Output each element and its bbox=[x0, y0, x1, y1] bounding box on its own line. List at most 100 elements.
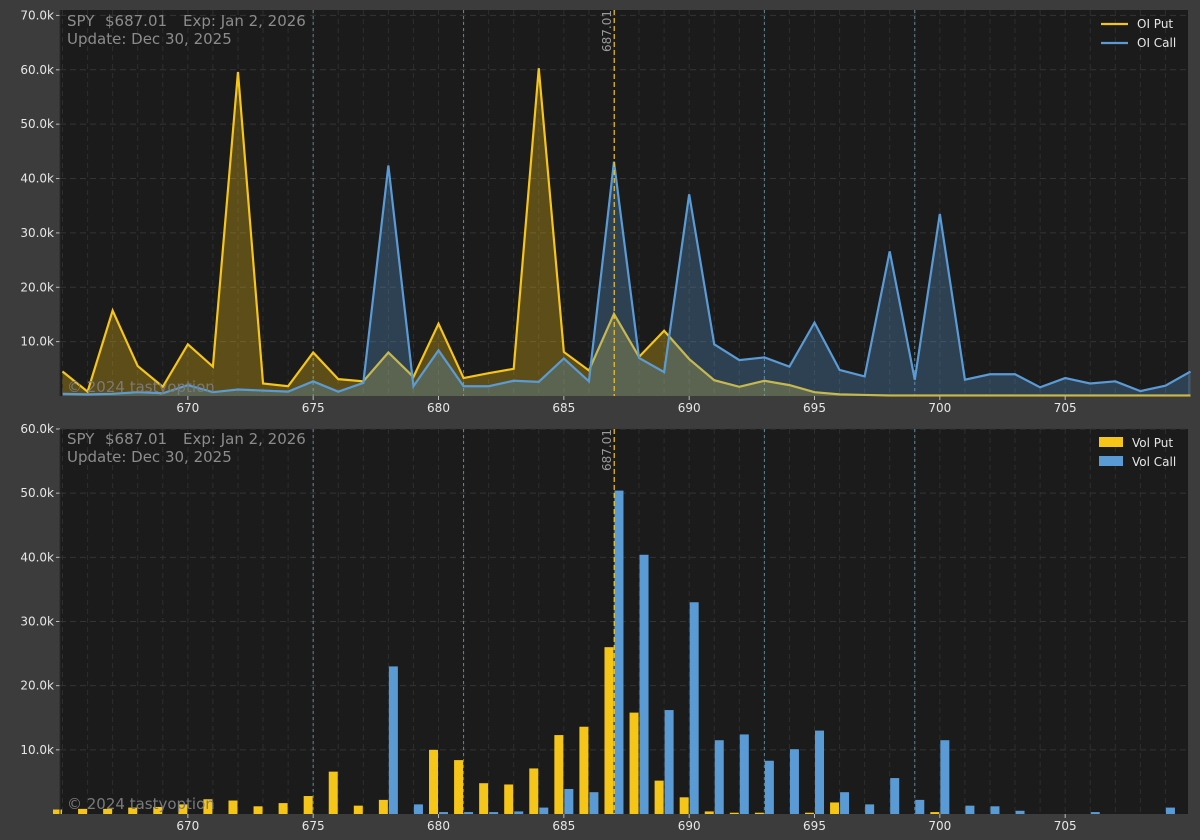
oi-spot-line: 687.01 bbox=[600, 10, 615, 396]
vol-series-layer bbox=[53, 490, 1175, 814]
vol-put-bar bbox=[579, 726, 589, 814]
vol-put-bar bbox=[654, 780, 664, 814]
vol-put-bar bbox=[504, 784, 514, 814]
oi-y-tick-label: 10.0k bbox=[20, 335, 54, 349]
vol-call-bar bbox=[1090, 812, 1100, 814]
vol-put-bar bbox=[153, 806, 163, 814]
vol-put-bar bbox=[754, 812, 764, 814]
vol-put-bar bbox=[704, 811, 714, 814]
vol-put-bar bbox=[805, 812, 815, 814]
vol-call-bar bbox=[413, 804, 423, 814]
vol-put-bar bbox=[353, 805, 363, 814]
vol-put-bar bbox=[128, 807, 138, 814]
vol-y-axis: 10.0k 20.0k 30.0k 40.0k 50.0k 60.0k bbox=[20, 422, 61, 814]
oi-x-tick-label: 675 bbox=[302, 401, 325, 415]
vol-call-bar bbox=[464, 812, 474, 814]
vol-put-bar bbox=[328, 771, 338, 814]
vol-call-bar bbox=[764, 760, 774, 814]
vol-put-bar bbox=[378, 799, 388, 814]
vol-x-tick-label: 690 bbox=[678, 819, 701, 833]
vol-x-tick-label: 680 bbox=[427, 819, 450, 833]
vol-y-tick-label: 40.0k bbox=[20, 550, 54, 564]
oi-price: $687.01 bbox=[105, 12, 167, 30]
vol-put-bar bbox=[604, 647, 614, 814]
vol-put-bar bbox=[679, 797, 689, 814]
vol-call-bar bbox=[739, 734, 749, 814]
vol-x-tick-label: 685 bbox=[552, 819, 575, 833]
oi-y-tick-label: 30.0k bbox=[20, 226, 54, 240]
oi-expiration: Exp: Jan 2, 2026 bbox=[183, 12, 306, 30]
vol-put-bar bbox=[830, 802, 840, 814]
oi-x-tick-label: 670 bbox=[176, 401, 199, 415]
vol-price: $687.01 bbox=[105, 430, 167, 448]
vol-call-bar bbox=[1015, 810, 1025, 814]
vol-put-bar bbox=[103, 808, 113, 814]
vol-call-bar bbox=[614, 490, 624, 814]
oi-y-tick-label: 40.0k bbox=[20, 172, 54, 186]
vol-call-bar bbox=[890, 778, 900, 814]
vol-call-bar bbox=[940, 740, 950, 814]
oi-chart-panel: 687.01 10.0k 20.0k 30.0k 40.0k 50.0k 60.0k 70.… bbox=[20, 8, 1192, 415]
oi-x-axis: 670 675 680 685 690 695 700 705 bbox=[176, 396, 1077, 415]
oi-y-tick-label: 20.0k bbox=[20, 280, 54, 294]
vol-put-bar bbox=[253, 806, 263, 814]
vol-ticker: SPY bbox=[67, 430, 95, 448]
oi-series-layer bbox=[61, 68, 1192, 397]
oi-y-axis: 10.0k 20.0k 30.0k 40.0k 50.0k 60.0k 70.0k bbox=[20, 8, 61, 396]
vol-legend-call-label: Vol Call bbox=[1132, 455, 1176, 469]
vol-call-bar bbox=[388, 666, 398, 814]
vol-put-bar bbox=[53, 809, 63, 814]
vol-call-bar bbox=[489, 812, 499, 814]
vol-put-bar bbox=[303, 796, 313, 814]
oi-call-line bbox=[62, 161, 1192, 396]
oi-watermark: © 2024 tastyoption bbox=[67, 378, 215, 396]
vol-put-bar bbox=[178, 804, 188, 814]
vol-spot-line: 687.01 bbox=[600, 429, 615, 814]
vol-legend-put-label: Vol Put bbox=[1132, 436, 1173, 450]
oi-x-tick-label: 700 bbox=[928, 401, 951, 415]
vol-put-bar bbox=[930, 812, 940, 814]
vol-put-bar bbox=[278, 803, 288, 814]
oi-x-tick-label: 680 bbox=[427, 401, 450, 415]
vol-call-bar bbox=[589, 792, 599, 814]
vol-put-bar bbox=[729, 812, 739, 814]
vol-call-bar bbox=[815, 730, 825, 814]
vol-call-bar bbox=[664, 710, 674, 814]
vol-x-tick-label: 700 bbox=[928, 819, 951, 833]
volume-chart-panel: 687.01 10.0k 20.0k 30.0k 40.0k 50.0k 60.0k 67… bbox=[20, 422, 1188, 833]
oi-y-tick-label: 70.0k bbox=[20, 8, 54, 22]
vol-put-bar bbox=[554, 735, 564, 814]
vol-x-tick-label: 695 bbox=[803, 819, 826, 833]
oi-x-tick-label: 705 bbox=[1054, 401, 1077, 415]
oi-call-area bbox=[62, 161, 1191, 396]
oi-x-tick-label: 695 bbox=[803, 401, 826, 415]
oi-update: Update: Dec 30, 2025 bbox=[67, 30, 232, 48]
vol-y-tick-label: 10.0k bbox=[20, 743, 54, 757]
vol-call-bar bbox=[965, 805, 975, 814]
vol-spot-price-label: 687.01 bbox=[600, 429, 614, 471]
vol-expiration: Exp: Jan 2, 2026 bbox=[183, 430, 306, 448]
oi-spot-price-label: 687.01 bbox=[600, 10, 614, 52]
vol-call-bar bbox=[990, 806, 1000, 814]
vol-x-axis: 670 675 680 685 690 695 700 705 bbox=[176, 814, 1077, 833]
oi-marker-lines bbox=[312, 10, 916, 396]
oi-ticker: SPY bbox=[67, 12, 95, 30]
vol-legend-call-swatch bbox=[1099, 456, 1123, 466]
oi-gridlines bbox=[60, 10, 1188, 396]
vol-put-bar bbox=[228, 800, 238, 814]
vol-legend: Vol Put Vol Call bbox=[1099, 436, 1176, 469]
vol-put-bar bbox=[479, 783, 489, 814]
vol-call-bar bbox=[689, 602, 699, 814]
vol-y-tick-label: 20.0k bbox=[20, 679, 54, 693]
vol-x-tick-label: 675 bbox=[302, 819, 325, 833]
vol-legend-put-swatch bbox=[1099, 437, 1123, 447]
vol-x-tick-label: 670 bbox=[176, 819, 199, 833]
vol-marker-lines bbox=[312, 429, 916, 814]
vol-put-bar bbox=[429, 749, 439, 814]
vol-update: Update: Dec 30, 2025 bbox=[67, 448, 232, 466]
vol-call-bar bbox=[865, 804, 875, 814]
vol-call-bar bbox=[539, 807, 549, 814]
vol-call-bar bbox=[639, 554, 649, 814]
oi-legend-call-label: OI Call bbox=[1137, 36, 1176, 50]
